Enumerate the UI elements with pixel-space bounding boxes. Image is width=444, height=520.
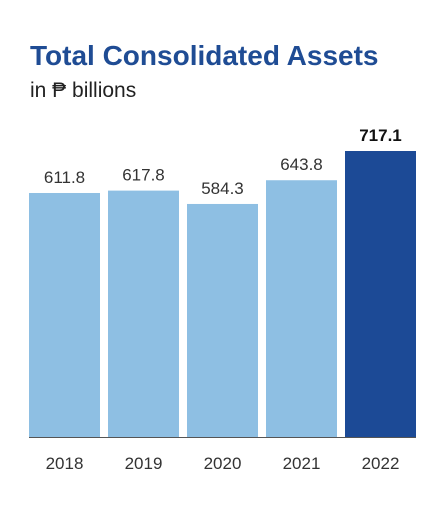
bar-2019 (108, 190, 179, 437)
value-label-2018: 611.8 (44, 168, 85, 187)
x-tick-label-2018: 2018 (46, 454, 84, 473)
chart-title: Total Consolidated Assets (30, 40, 379, 71)
bar-2021 (266, 180, 337, 437)
x-tick-label-2022: 2022 (362, 454, 400, 473)
value-label-2020: 584.3 (201, 179, 244, 198)
bar-2018 (29, 192, 100, 437)
value-label-2022: 717.1 (359, 126, 402, 145)
chart-subtitle: in ₱ billions (30, 79, 137, 102)
value-label-2021: 643.8 (280, 155, 323, 174)
bar-2022 (345, 151, 416, 437)
x-tick-label-2021: 2021 (283, 454, 321, 473)
bar-2020 (187, 203, 258, 437)
x-tick-label-2019: 2019 (125, 454, 163, 473)
value-label-2019: 617.8 (122, 166, 165, 185)
x-tick-label-2020: 2020 (204, 454, 242, 473)
